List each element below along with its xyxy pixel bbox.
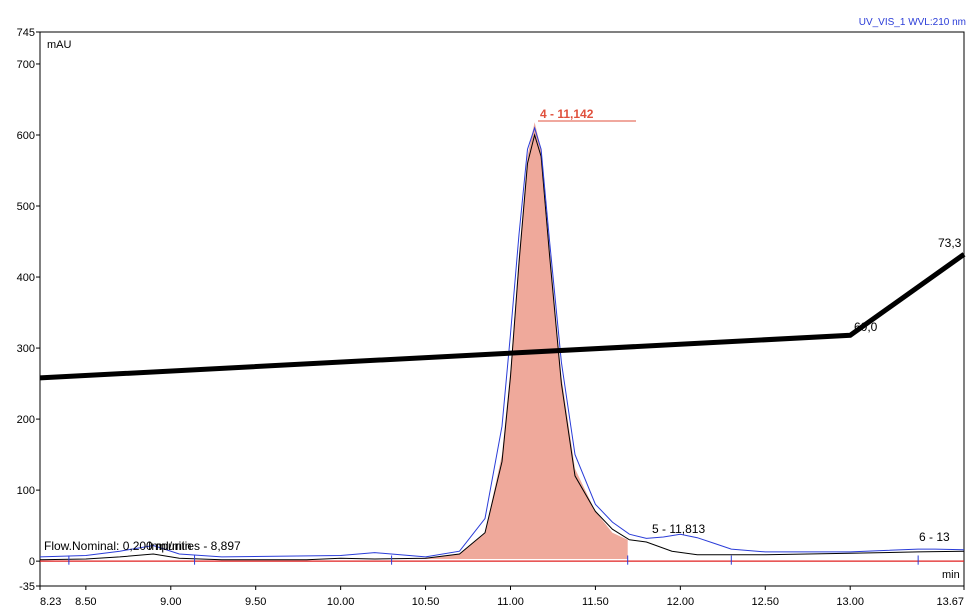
x-tick-label: 12.50	[752, 596, 780, 608]
trace-a-line	[39, 133, 965, 561]
y-tick-label: 200	[17, 414, 35, 426]
y-tick-label: 0	[29, 556, 35, 568]
y-tick-label: 400	[17, 272, 35, 284]
impurities-peak-label: Impurities - 8,897	[148, 539, 241, 553]
gradient-line	[39, 252, 966, 381]
x-axis-ticks: 8.23 8.50 9.00 9.50 10.00 10.50 11.00 11.50 12.0…	[39, 586, 965, 608]
x-tick-label: 10.00	[327, 596, 355, 608]
y-tick-label: 600	[17, 130, 35, 142]
y-axis-label: mAU	[47, 39, 72, 51]
x-tick-label: 11.50	[582, 596, 609, 608]
y-tick-label: -35	[19, 581, 35, 593]
x-tick-label: 9.00	[160, 596, 181, 608]
y-tick-label: 700	[17, 59, 35, 71]
y-tick-label: 745	[17, 27, 35, 39]
y-tick-label: 100	[17, 485, 35, 497]
integration-markers	[68, 555, 919, 565]
y-tick-label: 300	[17, 343, 35, 355]
x-tick-label: 12.00	[667, 596, 695, 608]
gradient-label-60: 60,0	[854, 320, 878, 334]
x-axis-label: min	[942, 569, 960, 581]
peak-4-label: 4 - 11,142	[540, 107, 594, 121]
x-tick-label: 10.50	[412, 596, 440, 608]
peak-5-label: 5 - 11,813	[652, 522, 705, 536]
peak-6-label: 6 - 13	[919, 530, 950, 544]
gradient-label-73: 73,3	[938, 236, 962, 250]
x-tick-label: 8.50	[75, 596, 96, 608]
x-tick-label: 13.00	[836, 596, 864, 608]
x-tick-label: 13.67	[936, 596, 964, 608]
y-tick-label: 500	[17, 201, 35, 213]
detector-label: UV_VIS_1 WVL:210 nm	[859, 17, 966, 28]
flow-label: Flow.Nominal: 0,200 ml/min	[44, 539, 191, 553]
plot-area-frame	[39, 31, 965, 587]
y-axis-ticks: -35 0 100 200 300 400 500 600 700 745	[17, 27, 40, 593]
x-tick-label: 11.00	[497, 596, 524, 608]
x-tick-label: 9.50	[245, 596, 266, 608]
x-tick-label: 8.23	[40, 596, 61, 608]
trace-b-line	[39, 126, 965, 558]
peak-4-area-fill	[417, 122, 628, 559]
